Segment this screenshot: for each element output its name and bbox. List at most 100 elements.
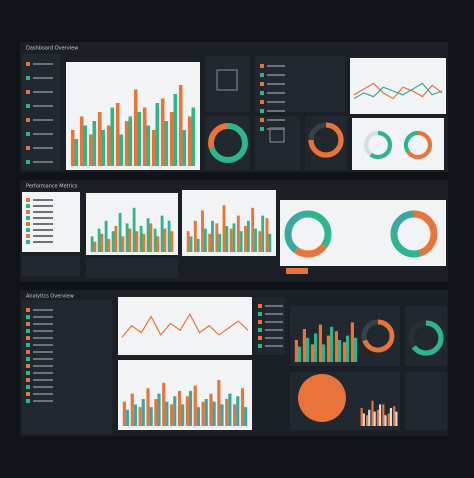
bar bbox=[151, 130, 156, 166]
bar bbox=[155, 103, 160, 166]
list-line bbox=[267, 101, 285, 103]
list-icon bbox=[26, 118, 30, 122]
list-icon bbox=[260, 82, 264, 86]
bar bbox=[170, 231, 174, 252]
bar bbox=[142, 107, 147, 166]
bar bbox=[170, 404, 174, 426]
bar bbox=[196, 407, 200, 426]
list-icon bbox=[26, 62, 30, 66]
bar bbox=[90, 236, 94, 252]
bar bbox=[137, 112, 142, 166]
list-icon bbox=[26, 76, 30, 80]
bar bbox=[97, 112, 102, 166]
list-icon bbox=[26, 160, 30, 164]
donut-segment bbox=[390, 210, 438, 258]
list-icon bbox=[26, 371, 30, 375]
list-line bbox=[33, 91, 53, 93]
bar bbox=[354, 337, 358, 362]
list-line bbox=[33, 365, 53, 367]
bar bbox=[225, 399, 229, 426]
list-line bbox=[267, 74, 285, 76]
bar bbox=[146, 218, 150, 252]
list-icon bbox=[26, 146, 30, 150]
bar bbox=[298, 346, 302, 362]
donut-segment bbox=[284, 210, 332, 258]
list-line bbox=[33, 393, 53, 395]
list-icon bbox=[26, 315, 30, 319]
bar bbox=[387, 413, 390, 426]
list-icon bbox=[26, 364, 30, 368]
bar bbox=[217, 380, 221, 426]
card bbox=[405, 372, 447, 430]
card bbox=[255, 116, 300, 170]
bar bbox=[338, 340, 342, 362]
bar bbox=[121, 236, 125, 252]
bar bbox=[128, 116, 133, 166]
list-line bbox=[33, 211, 53, 213]
list-icon bbox=[26, 322, 30, 326]
bar bbox=[193, 220, 197, 252]
list-line bbox=[265, 305, 283, 307]
bar bbox=[342, 342, 346, 362]
bar bbox=[97, 228, 101, 252]
bar bbox=[218, 233, 222, 252]
bar bbox=[187, 116, 192, 166]
bar bbox=[330, 326, 334, 362]
list-icon bbox=[26, 234, 30, 238]
bar bbox=[365, 415, 369, 426]
bar bbox=[236, 396, 240, 426]
list-line bbox=[33, 235, 53, 237]
bar bbox=[124, 121, 129, 166]
list-line bbox=[267, 128, 285, 130]
list-line bbox=[33, 400, 53, 402]
bar bbox=[181, 404, 185, 426]
bar bbox=[239, 231, 243, 252]
list-line bbox=[33, 199, 53, 201]
bar bbox=[162, 382, 166, 426]
list-line bbox=[33, 63, 53, 65]
bar bbox=[225, 226, 229, 252]
list-icon bbox=[26, 378, 30, 382]
list-line bbox=[33, 105, 53, 107]
donut-segment bbox=[208, 123, 248, 163]
bar bbox=[156, 236, 160, 252]
button[interactable] bbox=[286, 268, 308, 274]
bar bbox=[160, 98, 165, 166]
list-line bbox=[33, 358, 53, 360]
bar bbox=[93, 241, 97, 252]
list-line bbox=[33, 205, 53, 207]
bar bbox=[141, 399, 145, 426]
bar bbox=[92, 121, 97, 166]
bar bbox=[212, 401, 216, 426]
bar bbox=[125, 223, 129, 252]
bar bbox=[193, 385, 197, 426]
list-line bbox=[265, 313, 283, 315]
bar bbox=[318, 324, 322, 362]
list-line bbox=[265, 321, 283, 323]
list-icon bbox=[26, 104, 30, 108]
bar bbox=[114, 226, 118, 252]
card bbox=[205, 56, 250, 112]
card bbox=[22, 256, 80, 276]
card bbox=[118, 297, 252, 355]
bar bbox=[110, 107, 115, 166]
list-line bbox=[33, 309, 53, 311]
bar bbox=[240, 388, 245, 426]
bar bbox=[302, 329, 306, 362]
list-icon bbox=[26, 222, 30, 226]
bar bbox=[142, 233, 146, 252]
line bbox=[353, 82, 443, 100]
bar bbox=[111, 231, 115, 252]
list-icon bbox=[26, 336, 30, 340]
icon bbox=[216, 69, 238, 91]
bar bbox=[346, 335, 350, 362]
bar bbox=[334, 331, 338, 362]
bar bbox=[379, 404, 382, 426]
bar bbox=[133, 404, 137, 426]
card bbox=[118, 360, 252, 430]
bar bbox=[138, 407, 142, 426]
list-icon bbox=[26, 228, 30, 232]
bar bbox=[160, 215, 164, 252]
panel-title: Dashboard Overview bbox=[26, 46, 78, 52]
bar bbox=[164, 121, 169, 166]
